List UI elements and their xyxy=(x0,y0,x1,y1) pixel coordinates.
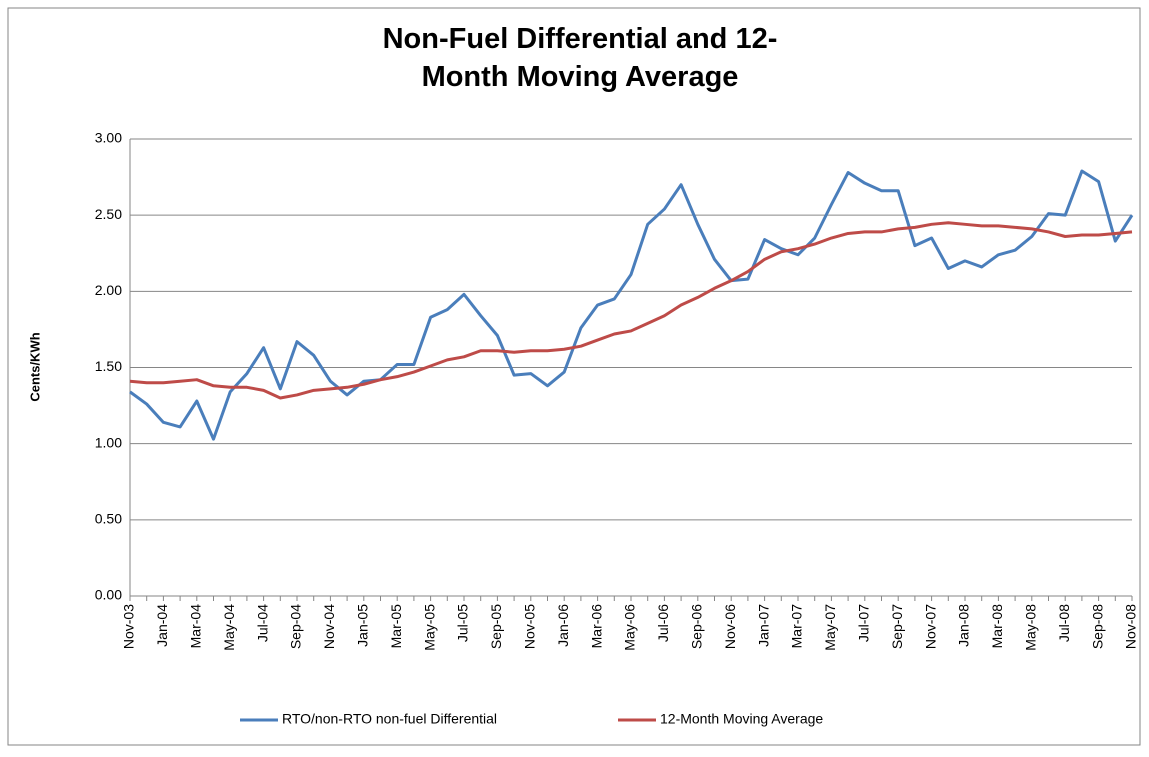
title-box: Non-Fuel Differential and 12-Month Movin… xyxy=(382,23,778,93)
x-tick-label: Nov-07 xyxy=(922,604,938,649)
x-tick-label: May-08 xyxy=(1023,604,1039,651)
legend-label: 12-Month Moving Average xyxy=(660,711,823,727)
x-tick-label: Sep-08 xyxy=(1089,604,1105,649)
x-tick-label: May-04 xyxy=(221,604,237,651)
x-tick-label: Mar-07 xyxy=(789,604,805,649)
y-tick-label: 0.00 xyxy=(95,587,122,603)
x-tick-label: Jul-04 xyxy=(254,604,270,642)
x-tick-label: Jul-06 xyxy=(655,604,671,642)
x-tick-label: May-05 xyxy=(421,604,437,651)
x-tick-label: Jul-07 xyxy=(856,604,872,642)
series-line xyxy=(129,169,1134,441)
y-tick-label: 1.00 xyxy=(95,434,122,450)
x-tick-label: Mar-08 xyxy=(989,604,1005,649)
chart-title: Non-Fuel Differential and 12-Month Movin… xyxy=(382,23,778,93)
x-tick-label: Jan-04 xyxy=(154,604,170,647)
x-tick-label: Nov-08 xyxy=(1123,604,1139,649)
x-tick-label: May-07 xyxy=(822,604,838,651)
x-tick-label: Sep-06 xyxy=(689,604,705,649)
y-tick-label: 1.50 xyxy=(95,358,122,374)
y-tick-label: 2.00 xyxy=(95,282,122,298)
x-tick-label: May-06 xyxy=(622,604,638,651)
x-tick-label: Mar-06 xyxy=(588,604,604,649)
x-tick-label: Mar-05 xyxy=(388,604,404,649)
x-tick-label: Jul-08 xyxy=(1056,604,1072,642)
series-line xyxy=(129,221,1133,400)
x-tick-label: Sep-05 xyxy=(488,604,504,649)
x-tick-label: Sep-07 xyxy=(889,604,905,649)
y-tick-label: 2.50 xyxy=(95,206,122,222)
x-tick-label: Nov-03 xyxy=(121,604,137,649)
x-tick-label: Sep-04 xyxy=(288,604,304,649)
x-tick-label: Jan-06 xyxy=(555,604,571,647)
chart-border xyxy=(7,7,1141,746)
x-tick-label: Nov-04 xyxy=(321,604,337,649)
x-tick-label: Jan-08 xyxy=(956,604,972,647)
x-tick-label: Jan-07 xyxy=(755,604,771,647)
y-tick-label: 0.50 xyxy=(95,511,122,527)
x-tick-label: Nov-06 xyxy=(722,604,738,649)
x-tick-label: Jan-05 xyxy=(355,604,371,647)
y-tick-label: 3.00 xyxy=(95,130,122,146)
x-tick-label: Nov-05 xyxy=(522,604,538,649)
legend-label: RTO/non-RTO non-fuel Differential xyxy=(282,711,497,727)
x-tick-label: Jul-05 xyxy=(455,604,471,642)
x-tick-label: Mar-04 xyxy=(188,604,204,649)
y-axis-label: Cents/KWh xyxy=(27,332,42,401)
